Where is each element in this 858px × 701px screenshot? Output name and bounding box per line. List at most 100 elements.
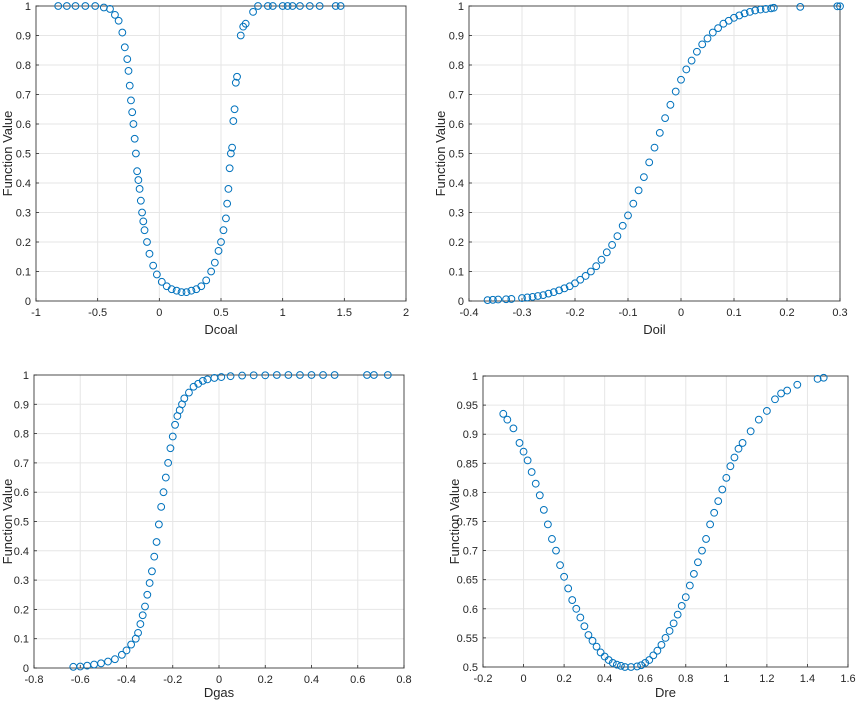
data-point <box>284 371 293 379</box>
x-tick-label: -0.8 <box>25 674 44 686</box>
y-tick-label: 0.7 <box>14 458 29 470</box>
data-point <box>714 497 723 506</box>
data-point <box>182 288 191 297</box>
data-point <box>572 604 581 613</box>
data-point <box>127 640 136 649</box>
data-point <box>226 149 235 158</box>
data-point <box>746 8 754 16</box>
y-tick-label: 0.55 <box>457 633 478 645</box>
data-point <box>655 128 664 137</box>
data-point <box>576 275 585 284</box>
y-tick-label: 0.8 <box>16 60 31 72</box>
x-tick-label: 0.4 <box>304 674 319 686</box>
data-point <box>202 276 211 285</box>
data-point <box>214 246 223 255</box>
data-point <box>149 261 158 270</box>
data-point <box>730 453 739 462</box>
data-point <box>494 295 503 304</box>
y-tick-label: 0.7 <box>449 90 464 102</box>
data-point <box>152 270 161 279</box>
data-point <box>833 2 842 11</box>
data-point <box>134 628 142 637</box>
data-point <box>740 9 749 18</box>
data-point <box>172 286 181 295</box>
data-point <box>531 479 540 488</box>
data-point <box>673 610 682 619</box>
data-point <box>584 631 593 639</box>
data-point <box>694 558 702 567</box>
data-point <box>549 288 558 297</box>
x-tick-label: -1 <box>31 307 41 319</box>
data-point <box>197 282 206 291</box>
data-point <box>746 427 755 436</box>
y-tick-label: 0.85 <box>457 458 478 470</box>
data-point <box>296 371 304 379</box>
data-point <box>671 87 680 96</box>
data-point <box>488 295 497 304</box>
data-point <box>167 285 176 294</box>
data-point <box>612 660 621 669</box>
data-point <box>268 2 277 10</box>
data-point <box>535 491 544 500</box>
y-tick-label: 0.9 <box>16 31 31 43</box>
x-tick-label: 1.5 <box>337 307 352 319</box>
data-point <box>576 613 585 622</box>
data-point <box>288 2 297 10</box>
x-tick-label: 0.6 <box>638 673 653 685</box>
data-point <box>210 258 219 267</box>
x-axis-label: Doil <box>643 322 666 337</box>
data-point <box>616 661 625 670</box>
data-point <box>669 619 678 628</box>
data-point <box>581 272 590 280</box>
data-point <box>120 43 129 52</box>
data-point <box>217 238 225 246</box>
data-point <box>677 601 686 610</box>
plot-frame <box>468 5 841 302</box>
y-tick-label: 0.1 <box>16 267 31 279</box>
data-point <box>233 72 241 81</box>
data-point <box>698 40 707 49</box>
subplot-dgas: -0.8 -0.6 -0.4 -0.2 0 0.2 0.4 0.6 0.8 0 0.1 0.2 0.3 0… <box>0 370 412 700</box>
data-point <box>503 415 512 424</box>
data-point <box>168 432 177 441</box>
data-point <box>769 3 778 12</box>
data-point <box>653 646 662 655</box>
data-point <box>645 656 654 664</box>
data-point <box>249 371 258 380</box>
data-point <box>185 388 193 397</box>
x-tick-label: -0.3 <box>513 307 532 319</box>
data-point <box>278 2 287 10</box>
x-tick-label: 0 <box>678 307 684 319</box>
data-point <box>145 579 154 587</box>
data-point <box>771 395 779 404</box>
data-point <box>141 602 149 611</box>
data-point <box>560 284 569 293</box>
data-point <box>224 185 233 193</box>
subplot-dre: -0.2 0 0.2 0.4 0.6 0.8 1 1.2 1.4 1.6 0.5 0.55 0.6 0.6… <box>447 371 856 700</box>
x-tick-label: 0.2 <box>258 674 273 686</box>
x-tick-label: 0.3 <box>832 307 847 319</box>
data-point <box>571 279 579 288</box>
y-tick-label: 1 <box>23 370 29 382</box>
data-point <box>283 2 292 10</box>
data-point <box>230 105 239 114</box>
y-tick-label: 0.7 <box>16 90 31 102</box>
data-point <box>122 646 131 655</box>
y-tick-label: 0.3 <box>16 208 31 220</box>
y-tick-label: 0 <box>458 296 464 308</box>
data-point <box>483 296 492 305</box>
data-point <box>187 286 196 295</box>
data-point <box>111 655 119 664</box>
data-point <box>588 636 597 645</box>
y-tick-label: 0.9 <box>463 429 478 441</box>
data-point <box>315 2 324 10</box>
data-point <box>152 538 161 546</box>
x-tick-label: -0.2 <box>474 673 493 685</box>
data-point <box>534 292 542 300</box>
data-point <box>751 6 760 15</box>
data-point <box>661 114 669 122</box>
x-tick-label: 0.2 <box>556 673 571 685</box>
data-point <box>509 424 518 433</box>
data-point <box>118 28 127 37</box>
data-point <box>783 386 792 395</box>
